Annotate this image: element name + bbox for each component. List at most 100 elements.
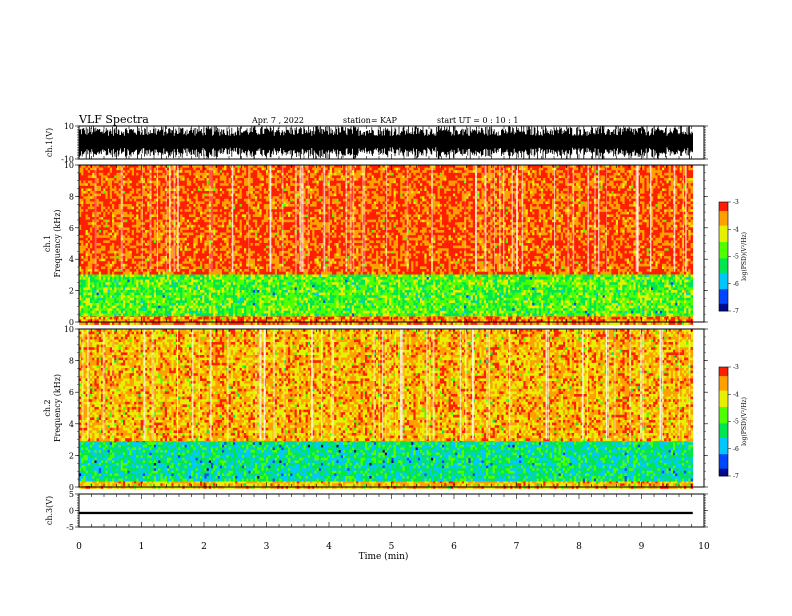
spectral-streak bbox=[642, 329, 644, 440]
spectral-streak bbox=[573, 165, 575, 272]
spectral-streak bbox=[209, 165, 211, 272]
ch3-waveform-panel: 50-5ch.3(V) bbox=[45, 490, 708, 532]
spectral-streak bbox=[333, 329, 334, 440]
y-axis-label: ch.1(V) bbox=[45, 128, 54, 157]
spectral-streak bbox=[465, 165, 466, 272]
spectral-streak bbox=[260, 329, 262, 440]
spectral-streak bbox=[323, 165, 324, 272]
spectral-streak bbox=[554, 165, 555, 272]
ch1-waveform-trace bbox=[79, 126, 693, 159]
spectral-streak bbox=[300, 165, 302, 272]
colorbar-tick-label: -4 bbox=[733, 391, 739, 398]
spectral-streak bbox=[407, 165, 409, 272]
spectral-streak bbox=[662, 329, 663, 440]
x-axis-label: Time (min) bbox=[359, 551, 409, 562]
spectral-streak bbox=[95, 165, 97, 272]
x-tick-label: 2 bbox=[201, 542, 207, 552]
spectral-streak bbox=[431, 165, 432, 272]
spectral-streak bbox=[679, 329, 680, 440]
spectral-streak bbox=[255, 329, 257, 440]
spectral-streak bbox=[321, 329, 322, 440]
date-label: Apr. 7 , 2022 bbox=[251, 116, 304, 125]
spectral-streak bbox=[273, 329, 275, 440]
spectrogram-cells bbox=[79, 329, 693, 489]
y-tick-label: 2 bbox=[69, 287, 74, 296]
colorbar-tick-label: -6 bbox=[733, 281, 739, 288]
spectral-streak bbox=[650, 165, 651, 272]
start-time-label: start UT = 0 : 10 : 1 bbox=[437, 116, 518, 125]
spectral-streak bbox=[177, 329, 178, 440]
spectral-streak bbox=[210, 329, 212, 440]
spectral-streak bbox=[606, 329, 607, 440]
y-tick-label: 6 bbox=[69, 388, 74, 397]
colorbar-tick-label: -5 bbox=[733, 254, 739, 261]
x-tick-label: 4 bbox=[326, 542, 332, 552]
colorbar-tick-label: -4 bbox=[733, 226, 739, 233]
y-tick-label: 0 bbox=[69, 507, 74, 516]
spectral-streak bbox=[674, 165, 676, 272]
x-tick-label: 1 bbox=[139, 542, 145, 552]
spectral-streak bbox=[494, 165, 495, 272]
spectral-streak bbox=[685, 165, 686, 272]
figure-title: VLF Spectra bbox=[78, 113, 149, 126]
spectral-streak bbox=[400, 329, 402, 440]
spectral-streak bbox=[346, 165, 347, 272]
spectral-streak bbox=[630, 329, 632, 440]
y-tick-label: 10 bbox=[64, 122, 74, 131]
spectral-streak bbox=[295, 165, 296, 272]
colorbar-tick-label: -3 bbox=[733, 199, 739, 206]
spectral-streak bbox=[282, 165, 283, 272]
y-axis-label: ch.3(V) bbox=[45, 496, 54, 525]
spectral-streak bbox=[365, 165, 366, 272]
spectral-streak bbox=[499, 165, 500, 272]
ch3-waveform-trace bbox=[79, 512, 693, 514]
colorbar-tick-label: -5 bbox=[733, 419, 739, 426]
x-tick-label: 0 bbox=[76, 542, 82, 552]
spectral-streak bbox=[640, 329, 642, 440]
spectral-streak bbox=[503, 165, 504, 272]
x-tick-label: 10 bbox=[698, 542, 710, 552]
spectral-streak bbox=[82, 329, 84, 440]
spectral-streak bbox=[587, 329, 588, 440]
spectral-streak bbox=[460, 329, 461, 440]
spectral-streak bbox=[588, 165, 589, 272]
spectral-streak bbox=[87, 329, 89, 440]
spectral-streak bbox=[103, 329, 104, 440]
y-tick-label: 4 bbox=[69, 255, 74, 264]
spectral-streak bbox=[301, 165, 303, 272]
spectral-streak bbox=[385, 329, 386, 440]
spectral-streak bbox=[567, 165, 568, 272]
colorbar-tick-label: -7 bbox=[733, 473, 739, 480]
spectral-streak bbox=[491, 165, 492, 272]
spectral-streak bbox=[284, 329, 285, 440]
x-tick-label: 8 bbox=[576, 542, 582, 552]
x-tick-label: 7 bbox=[514, 542, 520, 552]
spectral-streak bbox=[329, 165, 330, 272]
spectral-streak bbox=[606, 165, 607, 272]
spectral-streak bbox=[350, 165, 352, 272]
spectral-streak bbox=[152, 329, 153, 440]
spectral-streak bbox=[637, 165, 638, 272]
spectral-streak bbox=[177, 165, 179, 272]
spectrogram-cells bbox=[79, 165, 693, 325]
spectral-streak bbox=[598, 165, 600, 272]
spectral-streak bbox=[390, 329, 391, 440]
spectral-streak bbox=[432, 165, 433, 272]
spectral-streak bbox=[373, 329, 374, 440]
y-tick-label: 2 bbox=[69, 451, 74, 460]
spectral-streak bbox=[487, 329, 488, 440]
y-tick-label: 8 bbox=[69, 357, 74, 366]
spectral-streak bbox=[170, 165, 171, 272]
spectral-streak bbox=[608, 329, 609, 440]
spectral-streak bbox=[582, 329, 584, 440]
spectral-streak bbox=[166, 165, 167, 272]
spectral-streak bbox=[228, 329, 229, 440]
spectral-streak bbox=[112, 329, 113, 440]
spectral-streak bbox=[689, 329, 690, 440]
spectral-streak bbox=[331, 329, 332, 440]
